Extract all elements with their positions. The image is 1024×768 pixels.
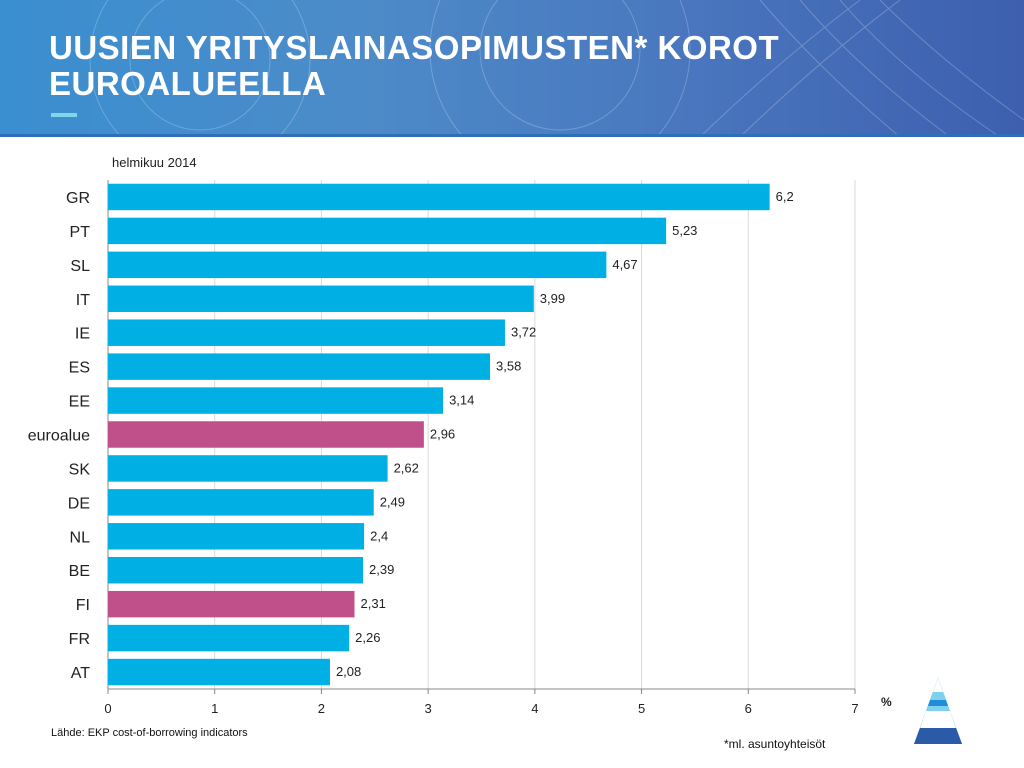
x-tick-label: 6 — [745, 701, 752, 716]
value-label: 2,49 — [380, 494, 405, 509]
chart-subtitle: helmikuu 2014 — [112, 155, 197, 170]
category-label: FR — [69, 631, 90, 648]
unit-label: % — [881, 695, 892, 709]
bar-gr — [108, 183, 770, 211]
x-tick-label: 4 — [531, 701, 538, 716]
value-label: 3,14 — [449, 393, 474, 408]
value-label: 2,62 — [394, 460, 419, 475]
bar-de — [108, 489, 374, 516]
bar-ie — [108, 319, 505, 346]
bar-sk — [108, 455, 388, 482]
value-label: 3,72 — [511, 325, 536, 340]
value-label: 2,96 — [430, 427, 455, 442]
category-label: SK — [69, 461, 91, 478]
x-tick-label: 0 — [104, 701, 111, 716]
value-label: 2,31 — [361, 596, 386, 611]
title-line-2: EUROALUEELLA — [49, 65, 327, 102]
logo-icon — [914, 678, 962, 744]
category-label: PT — [70, 224, 91, 241]
bar-fr — [108, 624, 350, 652]
header-decoration — [89, 0, 1024, 137]
category-label: DE — [68, 495, 90, 512]
x-tick-label: 1 — [211, 701, 218, 716]
bar-be — [108, 556, 364, 584]
category-label: ES — [69, 360, 90, 377]
category-label: GR — [66, 190, 90, 207]
page-title: UUSIEN YRITYSLAINASOPIMUSTEN* KOROT EURO… — [49, 30, 779, 102]
bar-fi — [108, 590, 355, 618]
value-label: 2,4 — [370, 528, 388, 543]
bar-euroalue — [108, 421, 424, 448]
category-label: NL — [70, 529, 91, 546]
category-label: EE — [69, 394, 90, 411]
value-label: 2,08 — [336, 664, 361, 679]
value-label: 5,23 — [672, 223, 697, 238]
x-tick-label: 3 — [425, 701, 432, 716]
value-label: 2,26 — [355, 630, 380, 645]
x-tick-label: 5 — [638, 701, 645, 716]
category-label: IE — [75, 326, 90, 343]
bar-pt — [108, 217, 667, 245]
bar-nl — [108, 523, 365, 550]
bar-at — [108, 658, 330, 686]
value-label: 2,39 — [369, 562, 394, 577]
x-tick-label: 7 — [851, 701, 858, 716]
value-label: 3,99 — [540, 291, 565, 306]
source-note: Lähde: EKP cost-of-borrowing indicators — [51, 727, 248, 739]
bar-sl — [108, 251, 607, 279]
title-underline — [51, 113, 77, 117]
slide-header: UUSIEN YRITYSLAINASOPIMUSTEN* KOROT EURO… — [0, 0, 1024, 137]
category-label: AT — [71, 665, 90, 682]
category-label: SL — [70, 258, 90, 275]
value-label: 3,58 — [496, 359, 521, 374]
category-label: euroalue — [28, 428, 90, 445]
footnote: *ml. asuntoyhteisöt — [724, 737, 826, 751]
value-label: 4,67 — [612, 257, 637, 272]
category-label: BE — [69, 563, 90, 580]
bar-ee — [108, 387, 444, 414]
category-label: IT — [76, 292, 90, 309]
category-label: FI — [76, 597, 90, 614]
value-label: 6,2 — [776, 189, 794, 204]
title-line-1: UUSIEN YRITYSLAINASOPIMUSTEN* KOROT — [49, 29, 780, 66]
x-tick-label: 2 — [318, 701, 325, 716]
bar-es — [108, 353, 491, 380]
bar-it — [108, 285, 534, 313]
